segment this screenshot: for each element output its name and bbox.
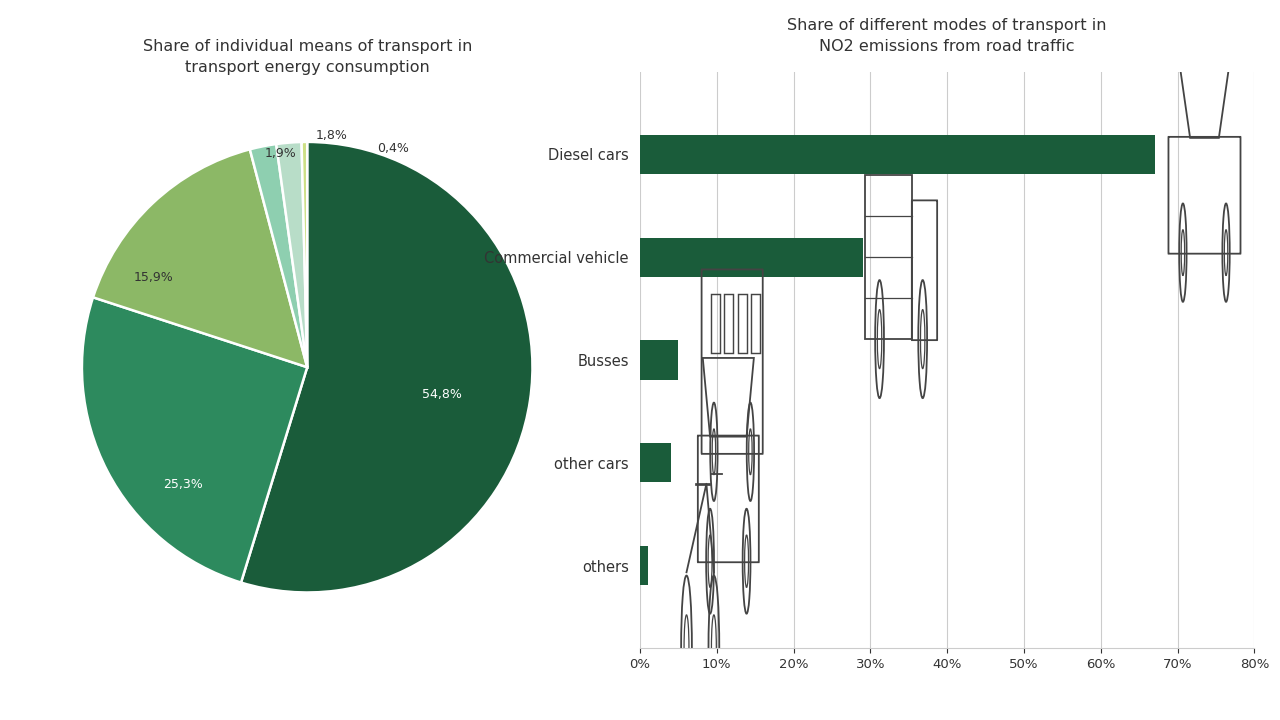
Bar [640, 238, 863, 276]
Bar [751, 294, 760, 354]
Text: 15,9%: 15,9% [134, 271, 174, 284]
Bar [737, 294, 746, 354]
Bar [865, 175, 911, 339]
Text: 1,9%: 1,9% [264, 147, 296, 160]
Bar [640, 444, 671, 482]
Bar [640, 546, 648, 585]
Wedge shape [276, 142, 307, 367]
Title: Share of different modes of transport in
NO2 emissions from road traffic: Share of different modes of transport in… [787, 18, 1107, 54]
Bar [640, 341, 678, 379]
Wedge shape [302, 142, 307, 367]
Wedge shape [241, 142, 532, 593]
Bar [710, 294, 719, 354]
Text: 0,4%: 0,4% [376, 142, 408, 156]
Text: 1,8%: 1,8% [316, 129, 348, 142]
Text: 25,3%: 25,3% [164, 478, 204, 491]
Title: Share of individual means of transport in
transport energy consumption: Share of individual means of transport i… [142, 39, 472, 75]
Text: 54,8%: 54,8% [422, 388, 462, 401]
Wedge shape [93, 149, 307, 367]
Wedge shape [82, 297, 307, 582]
Bar [640, 135, 1155, 174]
Bar [724, 294, 733, 354]
Wedge shape [250, 144, 307, 367]
